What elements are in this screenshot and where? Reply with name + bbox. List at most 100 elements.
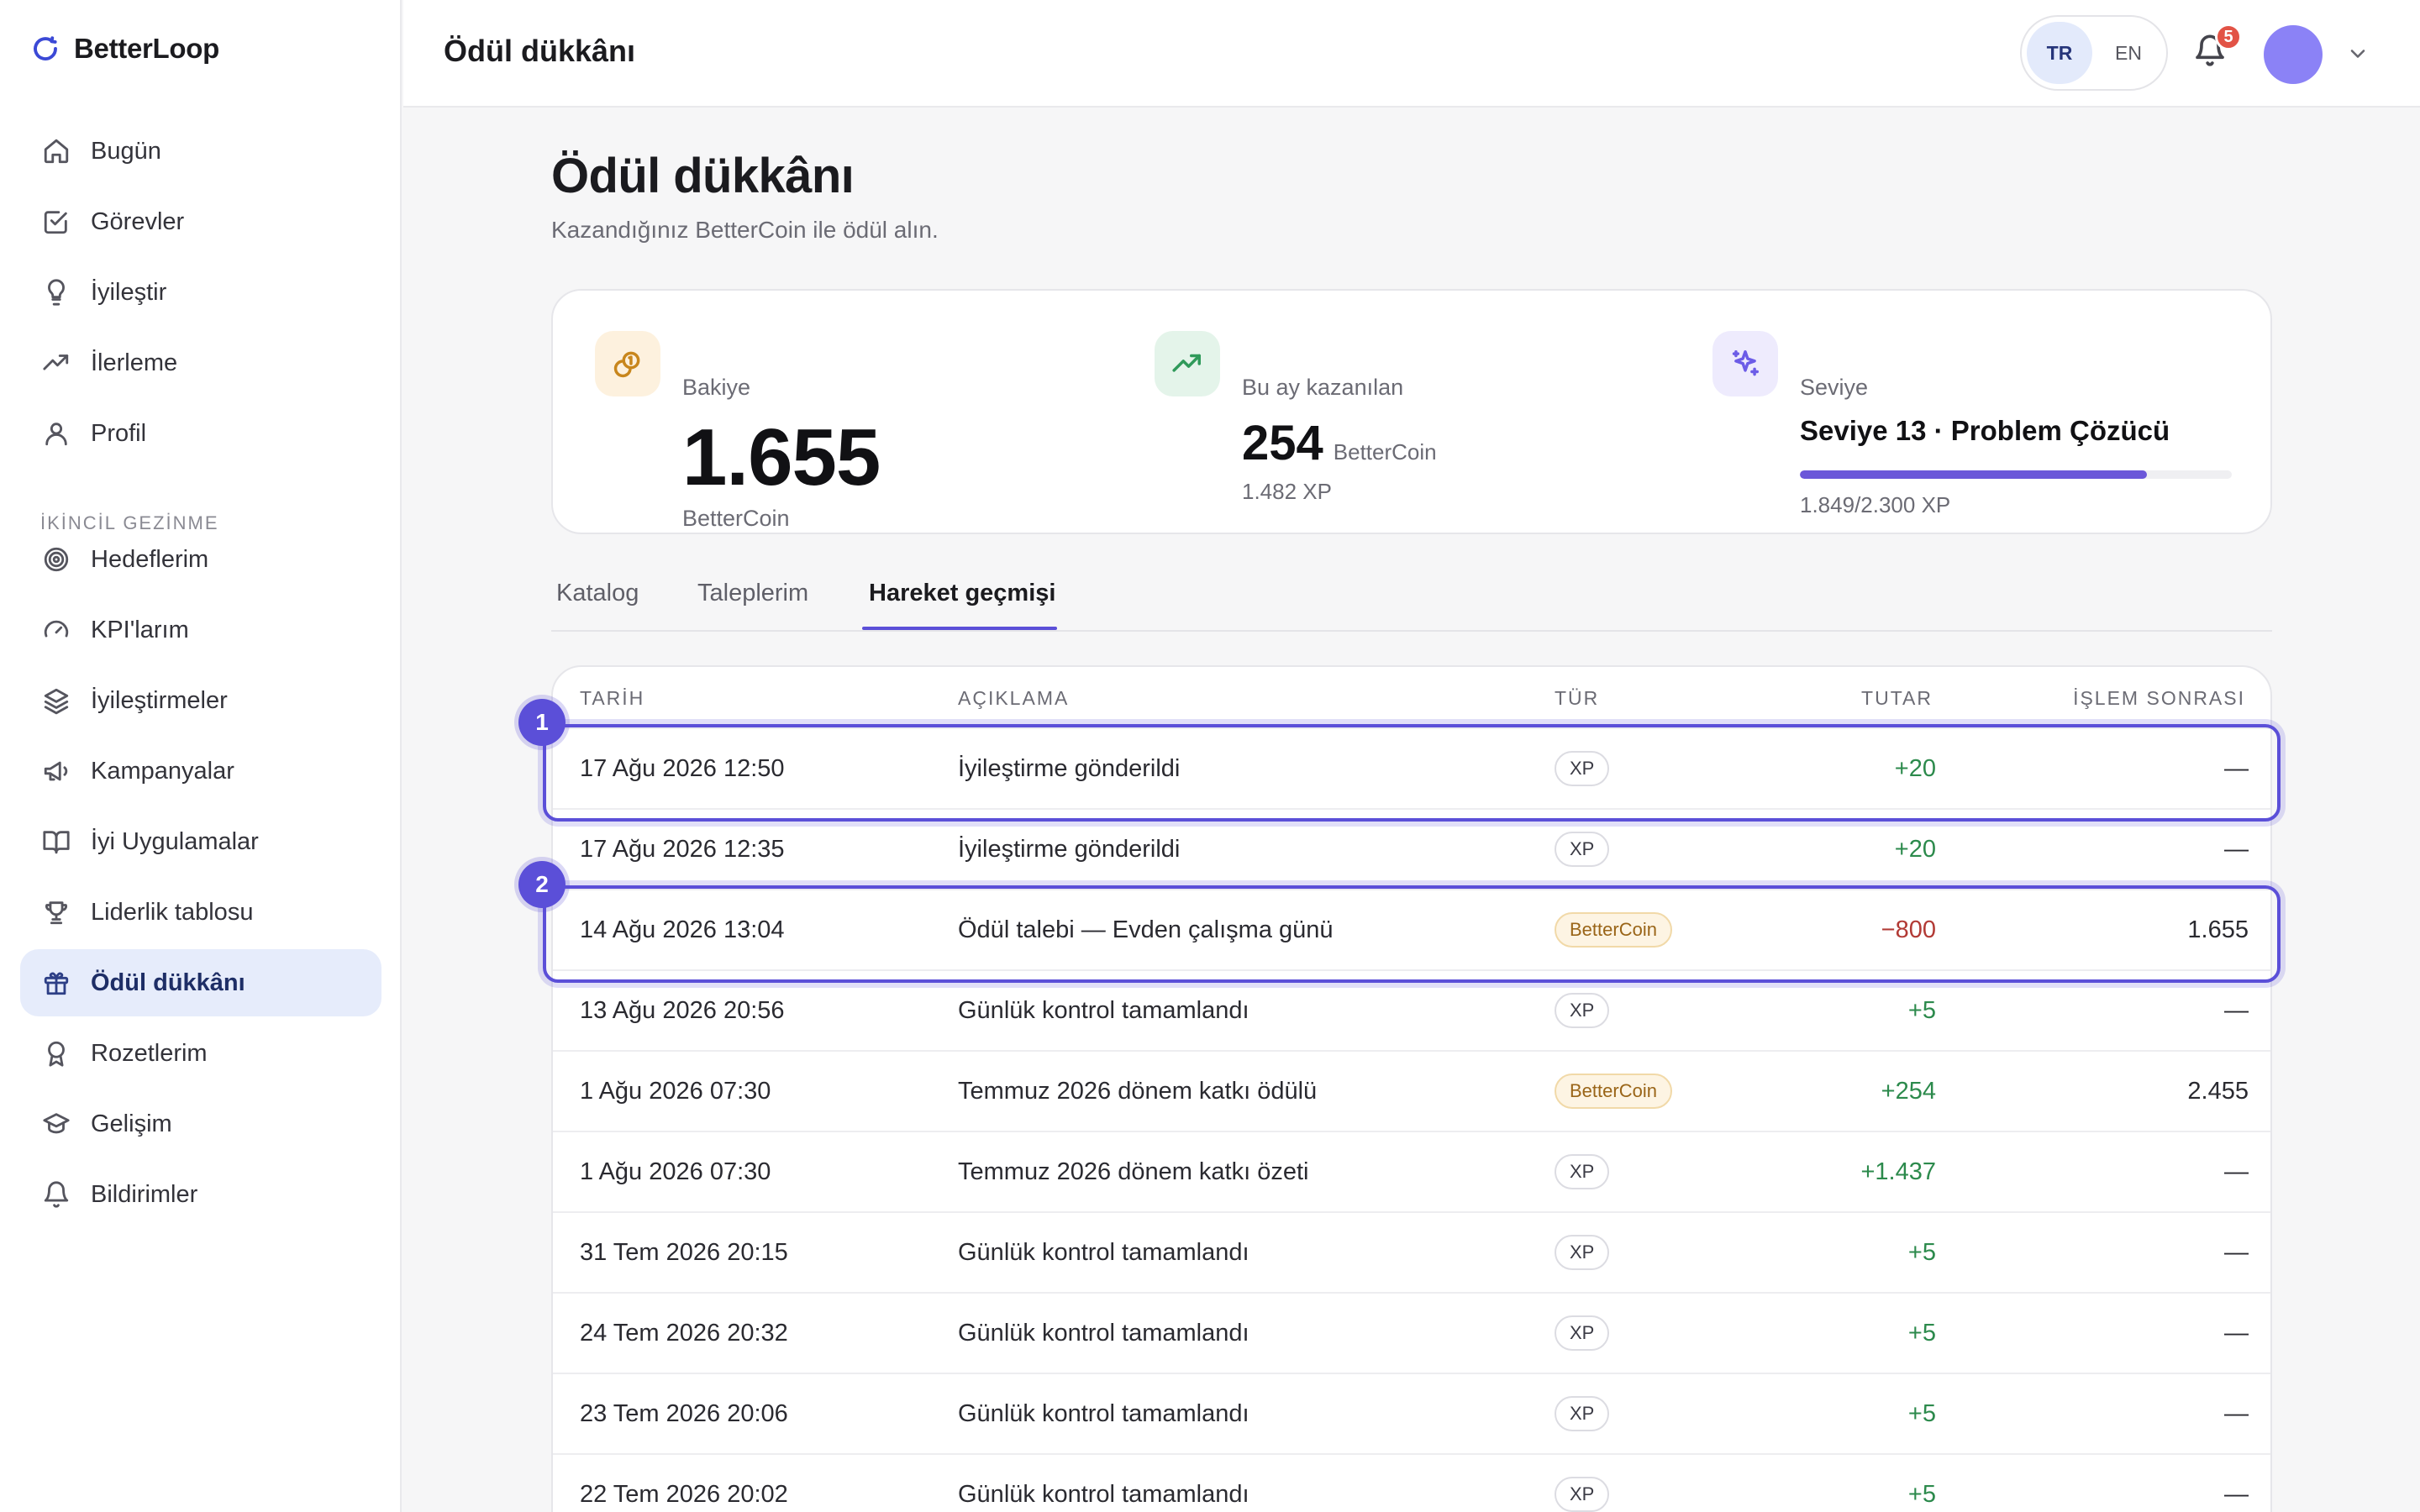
nav-item-profil[interactable]: Profil xyxy=(20,400,381,467)
language-switcher: TR EN xyxy=(2020,15,2168,91)
avatar[interactable] xyxy=(2264,25,2323,84)
nav-label: İlerleme xyxy=(91,349,178,376)
nav-item-hedeflerim[interactable]: Hedeflerim xyxy=(20,526,381,593)
cell-type: XP xyxy=(1555,729,1610,808)
tab-katalog[interactable]: Katalog xyxy=(556,580,639,606)
cell-amount: +5 xyxy=(1907,996,1936,1024)
target-icon xyxy=(40,543,72,575)
type-badge: XP xyxy=(1555,1477,1610,1512)
month-earned-number: 254 xyxy=(1242,416,1323,470)
cell-description: Günlük kontrol tamamlandı xyxy=(958,1480,1249,1508)
cell-type: XP xyxy=(1555,1374,1610,1453)
active-tab-indicator xyxy=(862,627,1057,630)
nav-label: Ödül dükkânı xyxy=(91,969,245,996)
cell-date: 31 Tem 2026 20:15 xyxy=(580,1238,788,1266)
cell-date: 1 Ağu 2026 07:30 xyxy=(580,1158,771,1185)
cell-date: 23 Tem 2026 20:06 xyxy=(580,1399,788,1427)
tab-hareket-gecmisi[interactable]: Hareket geçmişi xyxy=(869,580,1056,606)
cell-amount: +5 xyxy=(1907,1399,1936,1427)
nav-item-ilerleme[interactable]: İlerleme xyxy=(20,329,381,396)
table-row[interactable]: 23 Tem 2026 20:06 Günlük kontrol tamamla… xyxy=(553,1373,2270,1453)
table-row[interactable]: 13 Ağu 2026 20:56 Günlük kontrol tamamla… xyxy=(553,969,2270,1050)
lang-option-tr[interactable]: TR xyxy=(2027,22,2092,84)
secondary-nav-title: İKİNCİL GEZİNME xyxy=(40,512,219,533)
table-row[interactable]: 1 Ağu 2026 07:30 Temmuz 2026 dönem katkı… xyxy=(553,1050,2270,1131)
tab-taleplerim[interactable]: Taleplerim xyxy=(697,580,809,606)
table-row[interactable]: 24 Tem 2026 20:32 Günlük kontrol tamamla… xyxy=(553,1292,2270,1373)
cell-amount: +20 xyxy=(1894,835,1936,863)
nav-item-bugun[interactable]: Bugün xyxy=(20,118,381,185)
brand-name: BetterLoop xyxy=(74,33,219,64)
nav-label: Profil xyxy=(91,419,147,447)
month-earned-label: Bu ay kazanılan xyxy=(1242,375,1404,400)
user-menu-toggle[interactable] xyxy=(2346,42,2371,67)
column-header-after: İŞLEM SONRASI xyxy=(2073,687,2245,709)
nav-item-iyilestirmeler[interactable]: İyileştirmeler xyxy=(20,667,381,734)
table-row[interactable]: 17 Ağu 2026 12:35 İyileştirme gönderildi… xyxy=(553,808,2270,889)
table-row[interactable]: 31 Tem 2026 20:15 Günlük kontrol tamamla… xyxy=(553,1211,2270,1292)
notifications-button[interactable] xyxy=(2193,34,2230,74)
chevron-down-icon xyxy=(2350,50,2365,58)
nav-item-gelisim[interactable]: Gelişim xyxy=(20,1090,381,1158)
cell-after: — xyxy=(2224,1480,2249,1508)
brand-logo-icon xyxy=(34,36,57,60)
table-row[interactable]: 22 Tem 2026 20:02 Günlük kontrol tamamla… xyxy=(553,1453,2270,1512)
cell-type: XP xyxy=(1555,1294,1610,1373)
nav-item-rozetlerim[interactable]: Rozetlerim xyxy=(20,1020,381,1087)
highlight-marker-1: 1 xyxy=(518,699,566,746)
cell-after: — xyxy=(2224,1158,2249,1185)
type-badge: XP xyxy=(1555,1315,1610,1351)
balance-label: Bakiye xyxy=(682,375,751,400)
cell-amount: −800 xyxy=(1881,916,1936,943)
cell-type: XP xyxy=(1555,1213,1610,1292)
level-progress-text: 1.849/2.300 XP xyxy=(1800,492,1951,517)
nav-item-liderlik-tablosu[interactable]: Liderlik tablosu xyxy=(20,879,381,946)
table-row[interactable]: 17 Ağu 2026 12:50 İyileştirme gönderildi… xyxy=(553,727,2270,808)
table-row[interactable]: 14 Ağu 2026 13:04 Ödül talebi — Evden ça… xyxy=(553,889,2270,969)
gauge-icon xyxy=(40,614,72,646)
stats-card: Bakiye 1.655 BetterCoin Bu ay kazanılan … xyxy=(551,289,2272,534)
cell-description: İyileştirme gönderildi xyxy=(958,835,1181,863)
nav-item-gorevler[interactable]: Görevler xyxy=(20,188,381,255)
page-title: Ödül dükkânı xyxy=(551,149,855,203)
award-icon xyxy=(40,1037,72,1069)
cell-description: Temmuz 2026 dönem katkı ödülü xyxy=(958,1077,1318,1105)
nav-label: Bugün xyxy=(91,137,161,165)
cell-amount: +20 xyxy=(1894,754,1936,782)
balance-value: 1.655 xyxy=(682,412,881,502)
cell-date: 17 Ağu 2026 12:50 xyxy=(580,754,785,782)
type-badge: XP xyxy=(1555,751,1610,786)
cell-description: Günlük kontrol tamamlandı xyxy=(958,1319,1249,1347)
brand[interactable]: BetterLoop xyxy=(30,30,219,67)
book-icon xyxy=(40,826,72,858)
nav-item-kpilarim[interactable]: KPI'larım xyxy=(20,596,381,664)
nav-label: Gelişim xyxy=(91,1110,172,1137)
month-earned-xp: 1.482 XP xyxy=(1242,479,1332,504)
cell-type: BetterCoin xyxy=(1555,1052,1672,1131)
bell-icon xyxy=(2196,34,2224,66)
level-label: Seviye xyxy=(1800,375,1869,400)
cell-after: — xyxy=(2224,1399,2249,1427)
nav-label: KPI'larım xyxy=(91,616,189,643)
column-header-date: TARİH xyxy=(580,687,645,709)
cell-date: 17 Ağu 2026 12:35 xyxy=(580,835,785,863)
nav-label: İyi Uygulamalar xyxy=(91,827,259,855)
lang-option-en[interactable]: EN xyxy=(2115,41,2142,64)
type-badge: XP xyxy=(1555,1235,1610,1270)
nav-item-iyilestir[interactable]: İyileştir xyxy=(20,259,381,326)
cell-description: Günlük kontrol tamamlandı xyxy=(958,1399,1249,1427)
cell-type: XP xyxy=(1555,1455,1610,1512)
nav-item-odul-dukkani[interactable]: Ödül dükkânı xyxy=(20,949,381,1016)
type-badge: XP xyxy=(1555,832,1610,867)
notification-count-badge: 5 xyxy=(2215,24,2242,50)
layers-icon xyxy=(40,685,72,717)
column-header-amount: TUTAR xyxy=(1861,687,1933,709)
cell-description: Günlük kontrol tamamlandı xyxy=(958,1238,1249,1266)
table-row[interactable]: 1 Ağu 2026 07:30 Temmuz 2026 dönem katkı… xyxy=(553,1131,2270,1211)
nav-item-iyi-uygulamalar[interactable]: İyi Uygulamalar xyxy=(20,808,381,875)
cell-description: Ödül talebi — Evden çalışma günü xyxy=(958,916,1334,943)
highlight-marker-2: 2 xyxy=(518,861,566,908)
tabs: Katalog Taleplerim Hareket geçmişi xyxy=(551,571,2272,632)
nav-item-bildirimler[interactable]: Bildirimler xyxy=(20,1161,381,1228)
nav-item-kampanyalar[interactable]: Kampanyalar xyxy=(20,738,381,805)
